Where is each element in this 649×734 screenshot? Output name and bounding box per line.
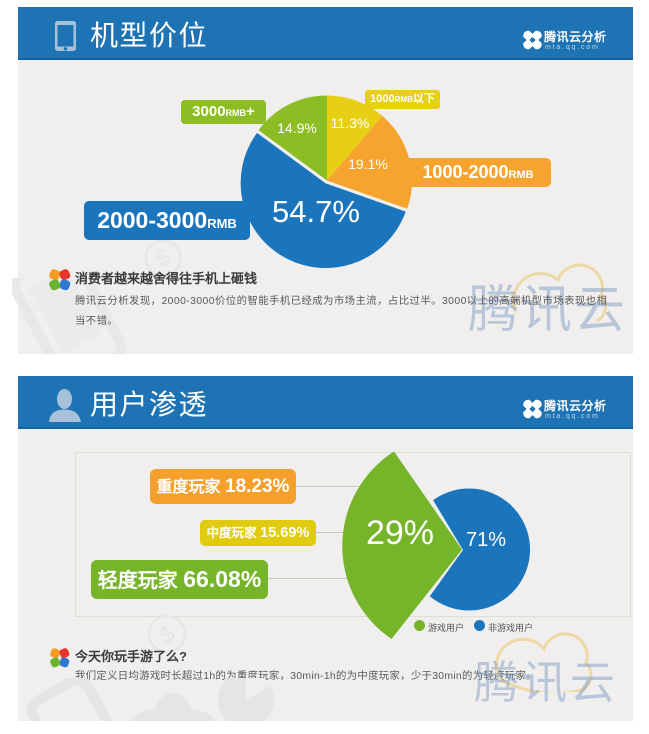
svg-text:$: $ xyxy=(155,619,179,648)
